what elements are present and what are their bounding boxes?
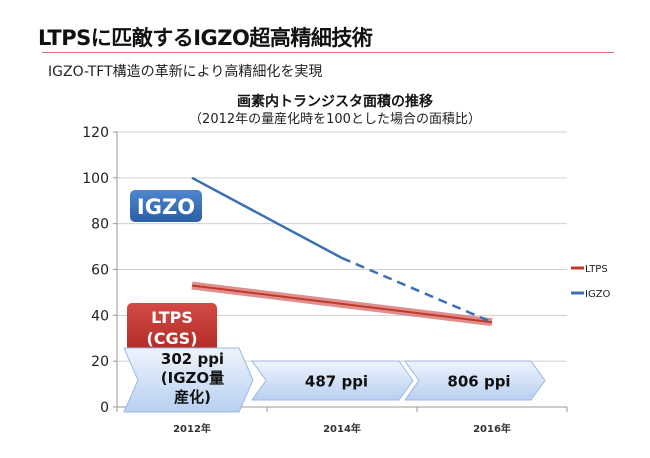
ltps-label: LTPS [151, 308, 193, 327]
y-tick-label: 100 [82, 171, 109, 187]
slide-title: LTPSに匹敵するIGZO超高精細技術 [38, 26, 373, 50]
title-divider [42, 52, 614, 53]
ltps-label-box [127, 303, 217, 353]
ppi-arrow [251, 360, 414, 401]
ppi-label: 806 ppi [447, 373, 510, 391]
ppi-label: 産化) [174, 388, 211, 406]
ppi-arrow [404, 360, 546, 401]
y-tick-label: 40 [91, 308, 109, 324]
x-tick-label: 2014年 [323, 422, 361, 435]
legend-label: IGZO [585, 289, 611, 300]
slide-subtitle: IGZO-TFT構造の革新により高精細化を実現 [48, 64, 323, 80]
ppi-label: 302 ppi [161, 350, 224, 368]
ltps-line [191, 284, 493, 324]
igzo-label: IGZO [137, 195, 195, 219]
igzo-label-box [130, 190, 202, 222]
y-tick-label: 80 [91, 217, 109, 233]
y-tick-label: 0 [100, 400, 109, 416]
igzo-line-dashed [341, 256, 493, 324]
x-tick-label: 2012年 [173, 422, 211, 435]
chart-subtitle: （2012年の量産化時を100とした場合の面積比） [189, 111, 481, 127]
y-tick-label: 120 [82, 125, 109, 141]
ppi-label: 487 ppi [305, 373, 368, 391]
igzo-line-solid [191, 176, 343, 260]
ppi-arrow [123, 347, 254, 413]
y-tick-label: 60 [91, 263, 109, 279]
ltps-label-cgs: (CGS) [146, 329, 197, 348]
y-tick-label: 20 [91, 354, 109, 370]
chart-title: 画素内トランジスタ面積の推移 [237, 93, 433, 110]
legend-label: LTPS [585, 264, 608, 275]
ppi-label: (IGZO量 [161, 369, 224, 387]
x-tick-label: 2016年 [473, 422, 511, 435]
